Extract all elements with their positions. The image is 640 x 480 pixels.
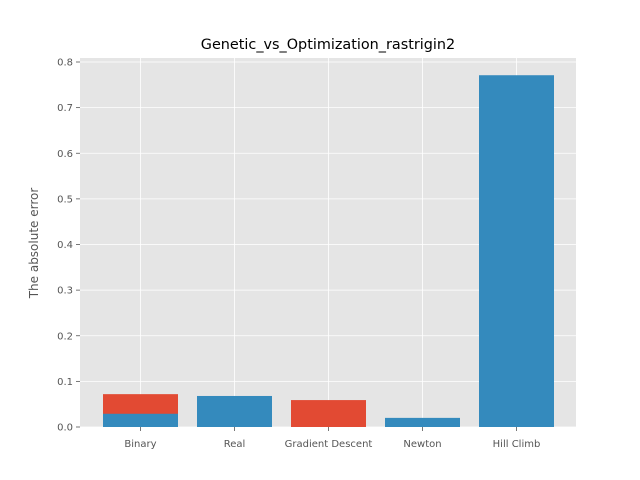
bar-series-2-binary: [103, 413, 178, 427]
y-tick-label: 0.2: [57, 331, 73, 342]
bar-series-2-real: [197, 395, 272, 427]
y-tick-label: 0.4: [57, 240, 73, 251]
y-axis-label: The absolute error: [27, 188, 41, 300]
x-tick-label: Gradient Descent: [285, 439, 373, 450]
bar-series-2-newton: [385, 417, 460, 427]
chart-title: Genetic_vs_Optimization_rastrigin2: [201, 37, 455, 53]
y-tick-label: 0.0: [57, 423, 73, 434]
x-tick-label: Hill Climb: [493, 439, 541, 450]
bars: [103, 75, 554, 427]
bar-series-1-gradient-descent: [291, 400, 366, 427]
y-tick-label: 0.6: [57, 149, 73, 160]
y-tick-label: 0.3: [57, 286, 73, 297]
bar-series-2-hill-climb: [479, 75, 554, 427]
y-tick-label: 0.1: [57, 377, 73, 388]
x-tick-label: Real: [224, 439, 246, 450]
y-tick-label: 0.7: [57, 103, 73, 114]
y-tick-label: 0.8: [57, 58, 73, 69]
y-tick-label: 0.5: [57, 194, 73, 205]
x-tick-label: Newton: [403, 439, 441, 450]
y-axis-ticks: 0.0 0.1 0.2 0.3 0.4 0.5 0.6 0.7 0.8: [57, 58, 80, 434]
x-tick-label: Binary: [124, 439, 156, 450]
grid-lines: [80, 58, 576, 428]
x-axis-ticks: Binary Real Gradient Descent Newton Hill Cli…: [124, 427, 540, 450]
